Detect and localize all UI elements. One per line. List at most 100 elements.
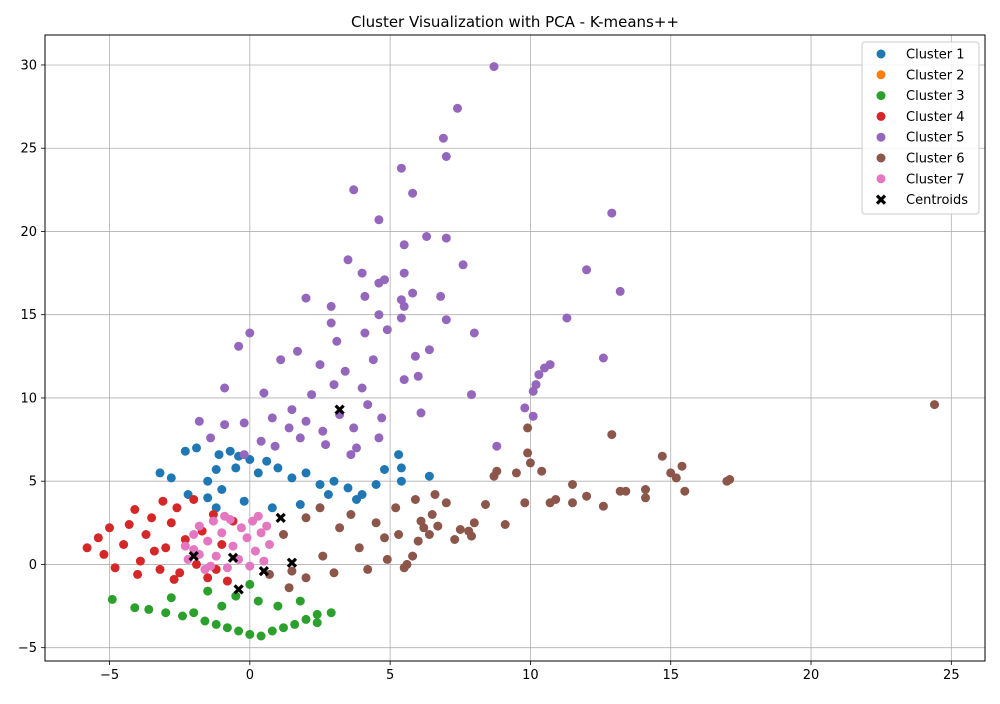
cluster-4-point	[203, 573, 213, 583]
cluster-1-point	[155, 468, 165, 478]
y-tick-label: 30	[20, 58, 37, 73]
centroid-stroke	[188, 550, 199, 562]
cluster-5-point	[293, 346, 302, 356]
cluster-5-point	[410, 351, 420, 361]
cluster-4-point	[124, 520, 134, 529]
cluster-1-point	[287, 473, 297, 483]
cluster-5-point	[276, 355, 286, 365]
cluster-3-point	[245, 579, 255, 589]
cluster-6-point	[394, 530, 404, 539]
cluster-6-point	[318, 551, 328, 561]
cluster-1-point	[424, 471, 434, 481]
cluster-4-point	[110, 563, 120, 573]
cluster-4-point	[180, 535, 190, 544]
cluster-6-point	[363, 564, 373, 574]
legend-marker	[876, 70, 886, 80]
cluster-5-point	[295, 433, 305, 443]
cluster-6-point	[413, 536, 423, 546]
cluster-5-point	[562, 313, 572, 323]
cluster-5-point	[357, 268, 367, 278]
cluster-6-point	[511, 468, 521, 478]
cluster-5-point	[332, 336, 342, 346]
cluster-6-point	[399, 563, 409, 573]
cluster-5-point	[357, 383, 367, 393]
cluster-6-point	[520, 498, 530, 508]
cluster-6-point	[537, 466, 547, 476]
cluster-6-point	[523, 423, 533, 433]
legend-box	[861, 41, 980, 215]
cluster-3-point	[211, 619, 221, 629]
legend-marker	[876, 174, 886, 184]
cluster-3-point	[161, 608, 171, 618]
cluster-4-point	[141, 530, 151, 539]
cluster-3-point	[312, 618, 322, 628]
cluster-4-point	[158, 496, 168, 506]
legend-marker	[876, 111, 886, 121]
cluster-3-point	[253, 596, 263, 606]
cluster-5-point	[301, 416, 311, 426]
cluster-1-point	[239, 496, 249, 506]
cluster-1-point	[343, 483, 353, 493]
cluster-6-point	[489, 471, 499, 481]
cluster-1-point	[315, 480, 325, 489]
cluster-5-point	[374, 278, 384, 288]
cluster-5-point	[270, 441, 280, 451]
cluster-5-point	[399, 240, 409, 250]
cluster-6-point	[722, 476, 732, 486]
cluster-5-point	[396, 313, 406, 323]
x-tick-label: 25	[943, 668, 960, 683]
cluster-6-point	[279, 530, 288, 539]
cluster-4-point	[175, 568, 185, 578]
centroid-marker	[188, 550, 199, 562]
cluster-7-point	[217, 528, 227, 538]
cluster-1-point	[380, 465, 389, 474]
legend-label: Centroids	[906, 193, 968, 208]
cluster-6-point	[380, 533, 389, 543]
cluster-6-point	[284, 583, 294, 593]
cluster-3-point	[256, 631, 266, 641]
cluster-5-point	[315, 360, 325, 370]
cluster-3-point	[295, 596, 305, 606]
cluster-6-point	[329, 568, 339, 578]
cluster-3-point	[290, 619, 300, 629]
cluster-5-point	[399, 375, 409, 385]
cluster-3-point	[200, 616, 210, 626]
cluster-5-point	[326, 318, 336, 328]
cluster-6-point	[430, 490, 440, 499]
cluster-3-point	[178, 611, 187, 621]
cluster-4-point	[172, 503, 182, 513]
centroid-stroke	[275, 512, 286, 523]
cluster-6-point	[523, 448, 533, 458]
legend: Cluster 1 Cluster 2 Cluster 3 Cluster 4 Clus…	[861, 41, 980, 215]
cluster-5-point	[301, 293, 311, 303]
legend-label: Cluster 6	[906, 152, 965, 167]
cluster-4-point	[222, 576, 232, 586]
cluster-5-point	[374, 310, 384, 320]
cluster-5-point	[453, 103, 462, 113]
cluster-6-point	[455, 525, 465, 534]
cluster-6-point	[335, 523, 345, 533]
y-tick-label: −5	[18, 641, 37, 656]
cluster-1-point	[192, 443, 201, 453]
cluster-5-point	[329, 380, 339, 390]
cluster-5-point	[307, 390, 317, 400]
cluster-4-point	[149, 546, 159, 556]
cluster-6-point	[354, 543, 364, 553]
cluster-7-point	[211, 551, 221, 561]
cluster-5-point	[607, 208, 617, 218]
cluster-1-point	[214, 450, 224, 460]
cluster-4-point	[119, 540, 129, 549]
plot-frame	[44, 34, 986, 662]
cluster-4-point	[93, 533, 103, 543]
cluster-5-point	[441, 315, 451, 325]
y-axis-ticks: −5 0 5 10 15 20 25 30	[18, 58, 45, 656]
cluster-6-point	[598, 501, 608, 511]
y-tick-label: 5	[29, 475, 37, 490]
cluster-6-point	[441, 498, 451, 508]
cluster-6-point	[930, 400, 939, 410]
cluster-6-point	[265, 569, 274, 579]
cluster-5-point	[239, 418, 249, 428]
cluster-3-point	[107, 594, 117, 604]
cluster-6-point	[677, 461, 687, 471]
